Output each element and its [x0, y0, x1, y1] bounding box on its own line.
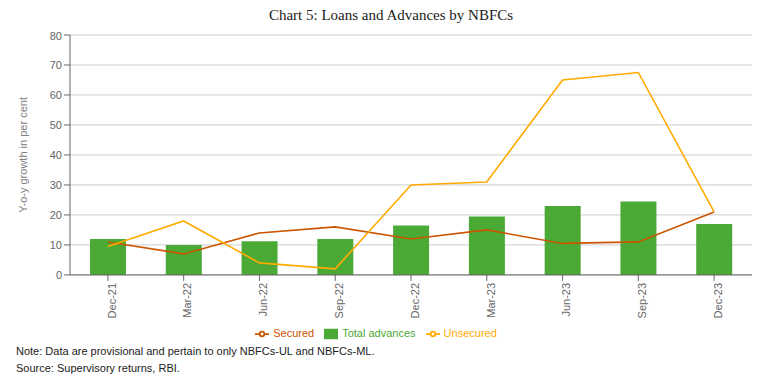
html-text:Note: Data are provisional and: Note: Data are provisional and pertain t… — [16, 345, 375, 357]
svg-text:Jun-23: Jun-23 — [560, 283, 572, 317]
html-text:Unsecured: Unsecured — [443, 326, 497, 339]
svg-text:70: 70 — [50, 59, 62, 71]
svg-text:Mar-23: Mar-23 — [485, 283, 497, 318]
svg-text:50: 50 — [50, 119, 62, 131]
svg-text:80: 80 — [50, 30, 62, 42]
svg-text:Jun-22: Jun-22 — [257, 283, 269, 317]
svg-text:30: 30 — [50, 179, 62, 191]
svg-text:0: 0 — [56, 269, 62, 281]
html-text:Secured: Secured — [273, 326, 315, 339]
html-text:Chart 5: Loans and Advances by: Chart 5: Loans and Advances by NBFCs — [268, 7, 514, 23]
svg-text:10: 10 — [50, 239, 62, 251]
svg-text:Dec-21: Dec-21 — [106, 283, 118, 318]
svg-text:Dec-22: Dec-22 — [409, 283, 421, 318]
svg-text:60: 60 — [50, 89, 62, 101]
svg-text:40: 40 — [50, 149, 62, 161]
svg-text:Sep-23: Sep-23 — [636, 283, 648, 318]
svg-text:Dec-23: Dec-23 — [712, 283, 724, 318]
svg-text:20: 20 — [50, 209, 62, 221]
svg-text:Y-o-y growth in per cent: Y-o-y growth in per cent — [17, 97, 29, 213]
html-text:Source: Supervisory returns, R: Source: Supervisory returns, RBI. — [16, 362, 180, 374]
html-text:Total advances: Total advances — [342, 326, 416, 339]
svg-text:Mar-22: Mar-22 — [181, 283, 193, 318]
svg-text:Sep-22: Sep-22 — [333, 283, 345, 318]
